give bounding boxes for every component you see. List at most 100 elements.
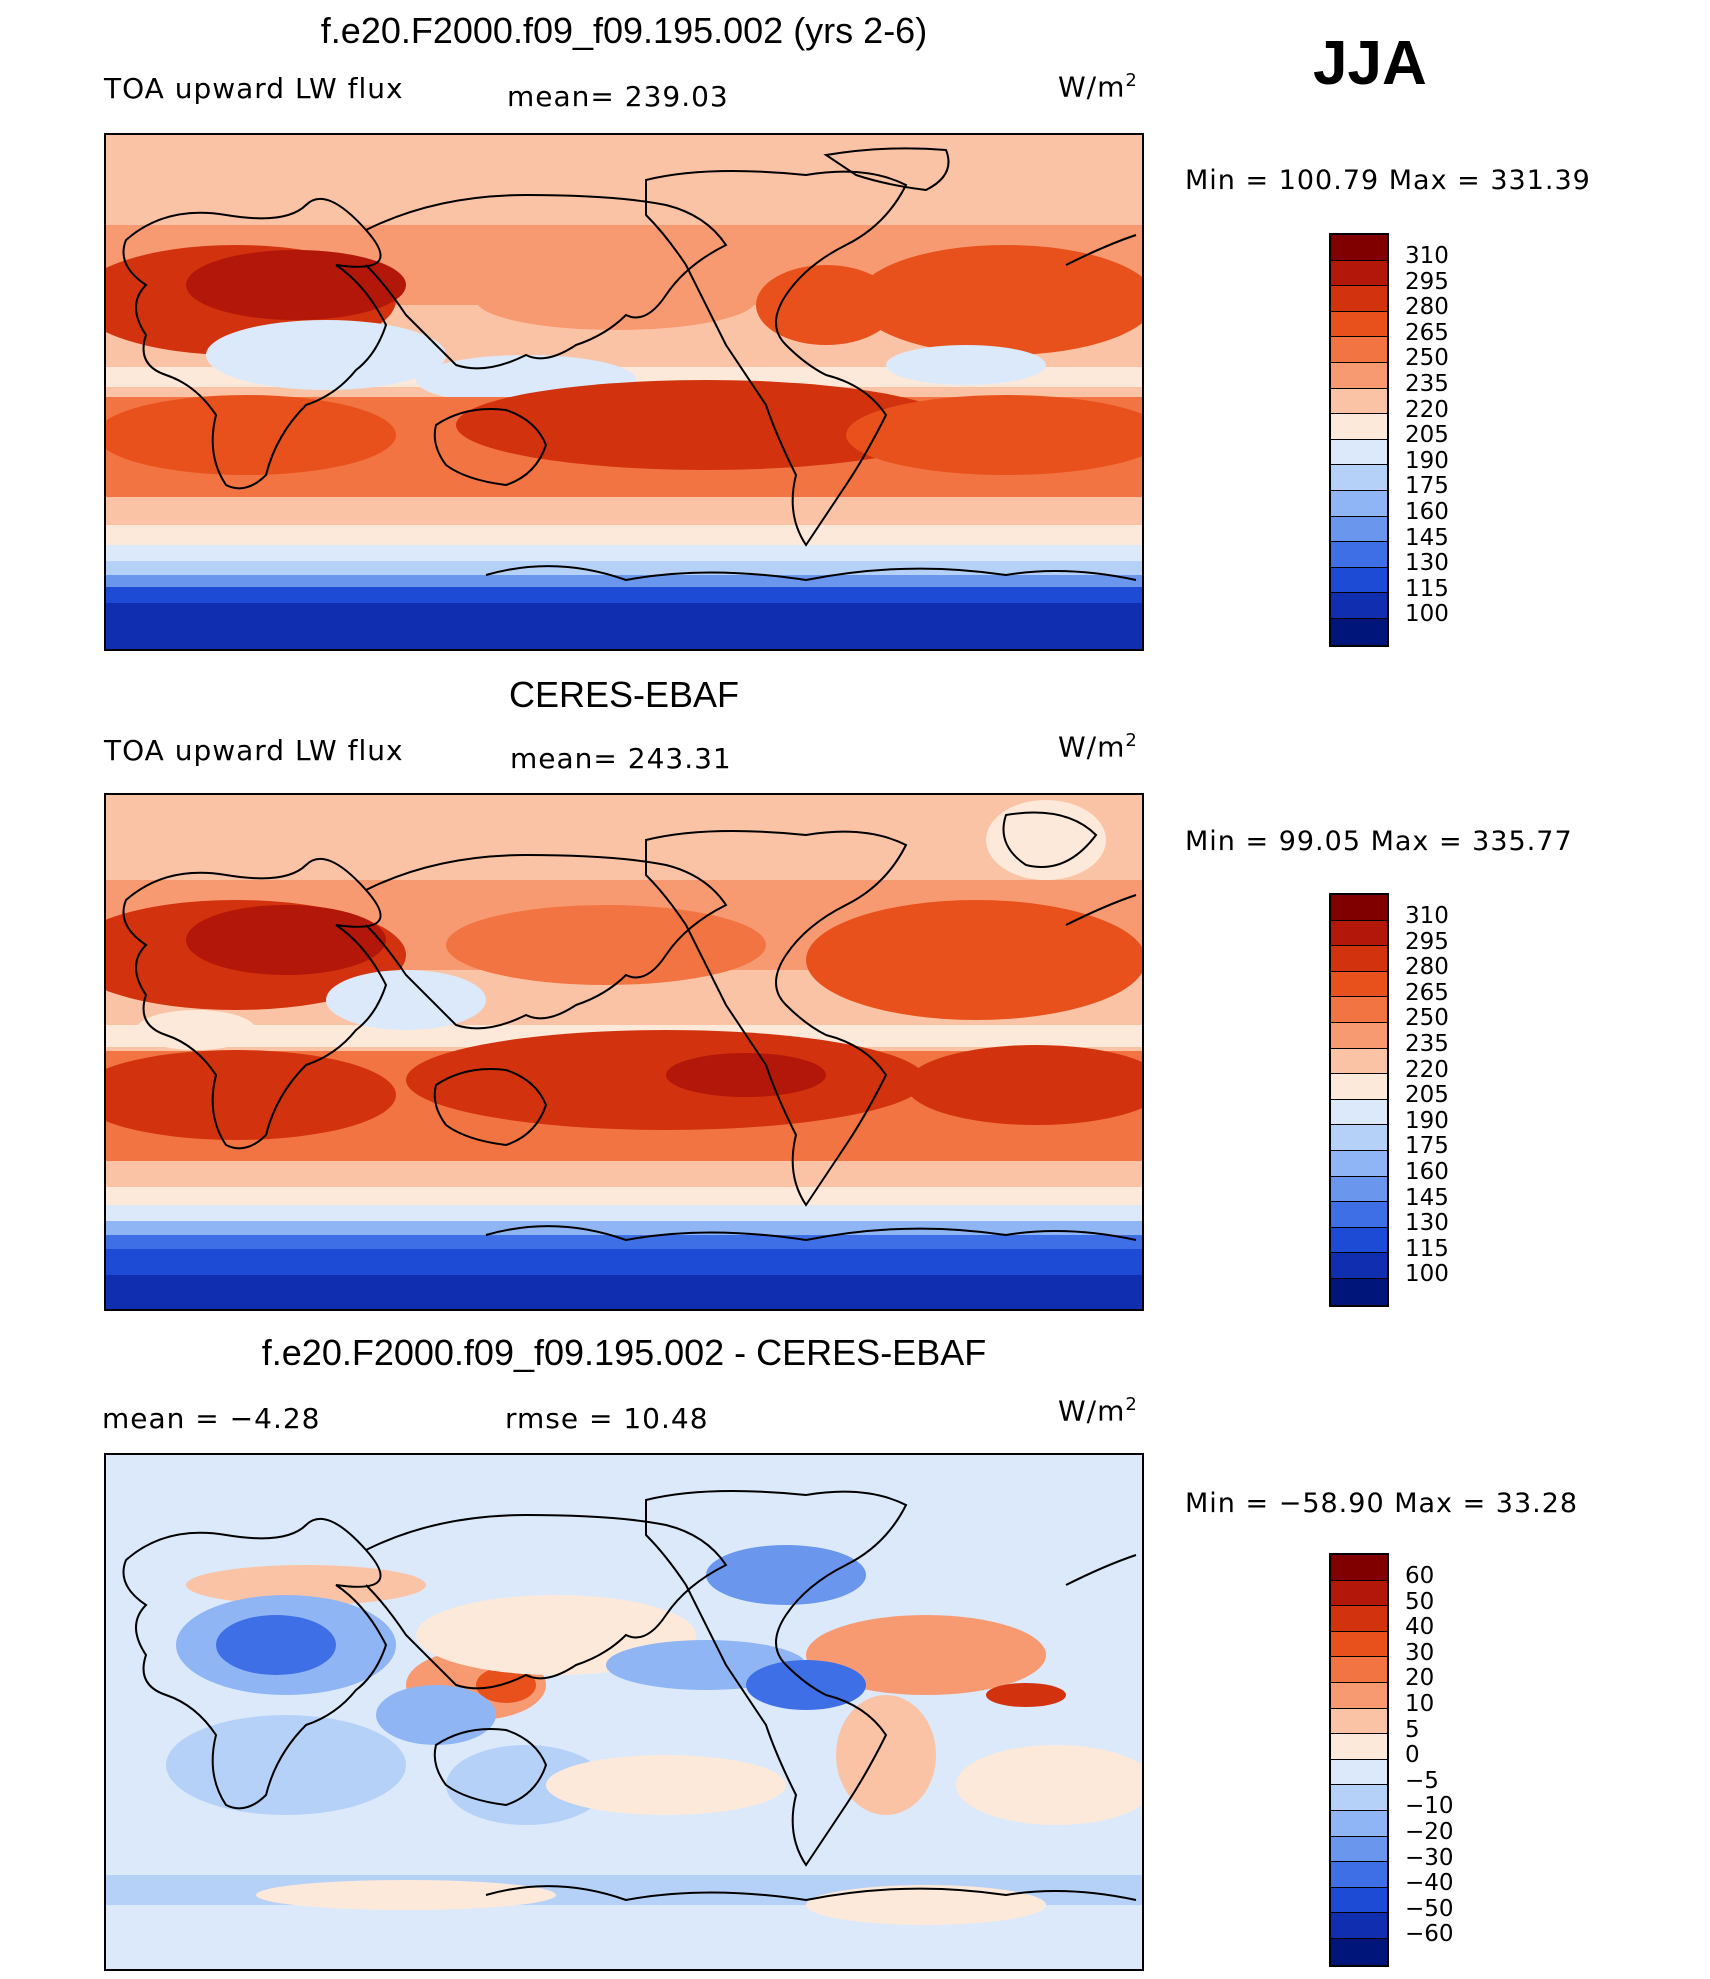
colorbar-swatch [1331,1862,1387,1888]
colorbar-tick-label: −50 [1405,1895,1454,1922]
colorbar-tick-label: 100 [1405,601,1449,628]
colorbar-swatch [1331,260,1387,287]
colorbar-tick-label: −5 [1405,1767,1439,1794]
panel-3-units: W/m2 [1058,1394,1138,1428]
colorbar-swatch [1331,1099,1387,1126]
colorbar-tick-label: 205 [1405,1082,1449,1109]
colorbar-swatch [1331,542,1387,568]
colorbar-tick-label: 130 [1405,550,1449,577]
colorbar-swatch [1331,1150,1387,1177]
colorbar-swatch [1331,1278,1387,1305]
colorbar-tick-label: 160 [1405,498,1449,525]
colorbar-swatch [1331,618,1387,645]
colorbar-swatch [1331,1810,1387,1837]
colorbar-tick-label: 0 [1405,1742,1420,1769]
colorbar-tick-label: 60 [1405,1563,1435,1589]
colorbar-tick-label: 115 [1405,575,1449,602]
colorbar-swatch [1331,1555,1387,1581]
panel-1-title: f.e20.F2000.f09_f09.195.002 (yrs 2-6) [320,10,928,51]
colorbar-swatch [1331,1887,1387,1914]
colorbar-swatch [1331,1657,1387,1683]
panel-3-map-field [106,1455,1142,1969]
colorbar-swatch [1331,362,1387,389]
colorbar-tick-label: 10 [1405,1690,1435,1717]
panel-3-minmax: Min = −58.90 Max = 33.28 [1185,1488,1579,1519]
colorbar-swatch [1331,337,1387,363]
colorbar-tick-label: 130 [1405,1210,1449,1237]
panel-2-variable-label: TOA upward LW flux [104,734,404,767]
colorbar-swatch [1331,1759,1387,1786]
colorbar-tick-label: −10 [1405,1793,1454,1820]
colorbar-tick-label: −20 [1405,1818,1454,1845]
colorbar-tick-label: 190 [1405,447,1449,474]
panel-3-rmse-label: rmse = 10.48 [505,1402,709,1435]
colorbar-tick-label: 190 [1405,1107,1449,1134]
panel-2-units: W/m2 [1058,730,1138,764]
colorbar-tick-label: 280 [1405,294,1449,321]
colorbar-tick-label: 310 [1405,243,1449,269]
panel-3-colorbar-labels: 60 50 40 30 20 10 5 0 −5 −10 −20 −30 −40 −50 −60 [1405,1563,1454,1948]
colorbar-swatch [1331,1913,1387,1939]
colorbar-swatch [1331,895,1387,921]
colorbar-swatch [1331,1606,1387,1632]
panel-2-mean-label: mean= 243.31 [510,742,732,775]
panel-1-map-field [106,135,1142,649]
colorbar-tick-label: −60 [1405,1921,1454,1948]
colorbar-tick-label: 160 [1405,1158,1449,1185]
colorbar-swatch [1331,1022,1387,1049]
panel-1-map [104,133,1144,651]
colorbar-tick-label: −30 [1405,1844,1454,1871]
colorbar-swatch [1331,286,1387,312]
colorbar-tick-label: 250 [1405,345,1449,372]
colorbar-swatch [1331,1631,1387,1658]
colorbar-tick-label: 310 [1405,903,1449,929]
panel-2-map [104,793,1144,1311]
colorbar-tick-label: 220 [1405,1056,1449,1083]
panel-3-mean-label: mean = −4.28 [102,1402,321,1435]
colorbar-tick-label: 265 [1405,319,1449,346]
colorbar-swatch [1331,439,1387,466]
colorbar-swatch [1331,1202,1387,1228]
panel-1-variable-label: TOA upward LW flux [104,72,404,105]
panel-1-colorbar-labels: 310 295 280 265 250 235 220 205 190 175 160 145 130 1… [1405,243,1449,628]
colorbar-tick-label: 250 [1405,1005,1449,1032]
colorbar-tick-label: 40 [1405,1614,1435,1641]
colorbar-swatch [1331,1176,1387,1203]
colorbar-swatch [1331,1125,1387,1151]
season-label: JJA [1313,29,1427,98]
panel-1-mean-label: mean= 239.03 [507,80,729,113]
colorbar-tick-label: 20 [1405,1665,1435,1692]
colorbar-tick-label: 265 [1405,979,1449,1006]
panel-1-colorbar [1329,233,1389,647]
colorbar-tick-label: 175 [1405,1133,1449,1160]
colorbar-swatch [1331,1074,1387,1100]
colorbar-swatch [1331,1253,1387,1279]
colorbar-swatch [1331,235,1387,261]
panel-3-title: f.e20.F2000.f09_f09.195.002 - CERES-EBAF [261,1332,987,1373]
colorbar-swatch [1331,1708,1387,1735]
colorbar-tick-label: 295 [1405,928,1449,955]
colorbar-swatch [1331,1734,1387,1760]
colorbar-tick-label: 145 [1405,524,1449,551]
colorbar-tick-label: 115 [1405,1235,1449,1262]
colorbar-tick-label: 205 [1405,422,1449,449]
colorbar-swatch [1331,1938,1387,1965]
panel-2-colorbar [1329,893,1389,1307]
colorbar-swatch [1331,997,1387,1023]
panel-2-colorbar-labels: 310 295 280 265 250 235 220 205 190 175 160 145 130 1… [1405,903,1449,1288]
colorbar-tick-label: −40 [1405,1870,1454,1897]
colorbar-swatch [1331,1785,1387,1811]
colorbar-swatch [1331,1836,1387,1863]
colorbar-tick-label: 295 [1405,268,1449,295]
colorbar-swatch [1331,516,1387,543]
colorbar-tick-label: 220 [1405,396,1449,423]
colorbar-tick-label: 5 [1405,1716,1420,1743]
colorbar-swatch [1331,414,1387,440]
colorbar-swatch [1331,946,1387,972]
colorbar-swatch [1331,311,1387,338]
colorbar-tick-label: 100 [1405,1261,1449,1288]
colorbar-tick-label: 175 [1405,473,1449,500]
colorbar-tick-label: 145 [1405,1184,1449,1211]
colorbar-tick-label: 280 [1405,954,1449,981]
panel-3-map [104,1453,1144,1971]
